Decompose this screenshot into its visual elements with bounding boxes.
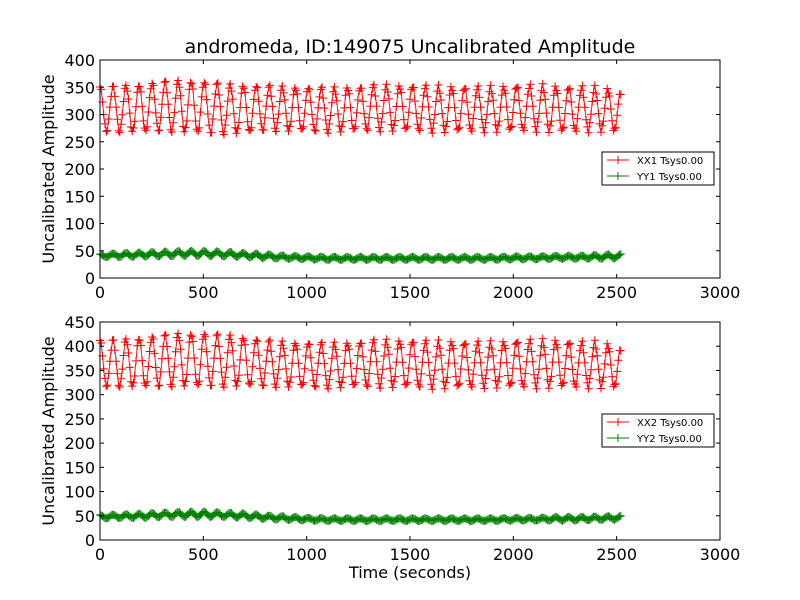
lower-series-layer [96, 329, 625, 526]
upper-series-layer [96, 76, 625, 264]
y-tick-label: 300 [64, 106, 95, 125]
legend-label-xx1: XX1 Tsys0.00 [637, 156, 703, 167]
legend-entry-xx1: XX1 Tsys0.00 [607, 156, 703, 167]
series-yy1 [96, 246, 625, 264]
x-tick-label: 1000 [286, 283, 327, 302]
legend-entry-yy1: YY1 Tsys0.00 [607, 172, 702, 183]
x-tick-label: 2500 [596, 283, 637, 302]
legend-entry-xx2: XX2 Tsys0.00 [607, 418, 703, 429]
y-tick-label: 150 [64, 458, 95, 477]
y-tick-label: 200 [64, 160, 95, 179]
x-tick-label: 500 [188, 545, 219, 564]
lower-legend: XX2 Tsys0.00 YY2 Tsys0.00 [601, 413, 715, 448]
y-tick-label: 0 [85, 269, 95, 288]
series-xx1 [96, 76, 625, 139]
y-tick-label: 250 [64, 133, 95, 152]
lower-ticks: 0 500 1000 1500 2000 2500 30000501001502002503… [64, 313, 740, 564]
y-tick-label: 450 [64, 313, 95, 332]
x-tick-label: 2500 [596, 545, 637, 564]
y-tick-label: 400 [64, 337, 95, 356]
x-tick-label: 2000 [493, 283, 534, 302]
y-tick-label: 0 [85, 531, 95, 550]
upper-legend: XX1 Tsys0.00 YY1 Tsys0.00 [601, 151, 715, 186]
y-tick-label: 100 [64, 215, 95, 234]
y-tick-label: 400 [64, 51, 95, 70]
x-tick-label: 0 [95, 545, 105, 564]
lower-legend-box [601, 413, 715, 448]
legend-label-xx2: XX2 Tsys0.00 [637, 418, 703, 429]
x-tick-label: 2000 [493, 545, 534, 564]
x-tick-label: 1500 [390, 545, 431, 564]
series-xx2 [96, 329, 625, 394]
y-tick-label: 150 [64, 187, 95, 206]
upper-plot-panel: andromeda, ID:149075 Uncalibrated Amplit… [39, 36, 740, 302]
y-tick-label: 350 [64, 361, 95, 380]
x-tick-label: 1500 [390, 283, 431, 302]
y-tick-label: 250 [64, 410, 95, 429]
legend-label-yy1: YY1 Tsys0.00 [636, 172, 702, 183]
y-tick-label: 350 [64, 78, 95, 97]
x-tick-label: 3000 [700, 545, 741, 564]
upper-ticks: 0 500 1000 1500 2000 2500 3000 0 50 100 150 200 250 3… [64, 51, 740, 302]
chart-title: andromeda, ID:149075 Uncalibrated Amplit… [185, 36, 636, 58]
x-tick-label: 1000 [286, 545, 327, 564]
upper-legend-box [601, 151, 715, 186]
x-tick-label: 500 [188, 283, 219, 302]
lower-y-axis-label: Uncalibrated Amplitude [39, 336, 58, 525]
y-tick-label: 50 [75, 507, 95, 526]
x-axis-label: Time (seconds) [348, 563, 471, 582]
y-tick-label: 100 [64, 483, 95, 502]
x-tick-label: 3000 [700, 283, 741, 302]
x-tick-label: 0 [95, 283, 105, 302]
y-tick-label: 50 [75, 242, 95, 261]
upper-y-axis-label: Uncalibrated Amplitude [39, 74, 58, 263]
legend-label-yy2: YY2 Tsys0.00 [636, 434, 702, 445]
y-tick-label: 200 [64, 434, 95, 453]
y-tick-label: 300 [64, 386, 95, 405]
legend-entry-yy2: YY2 Tsys0.00 [607, 434, 702, 445]
